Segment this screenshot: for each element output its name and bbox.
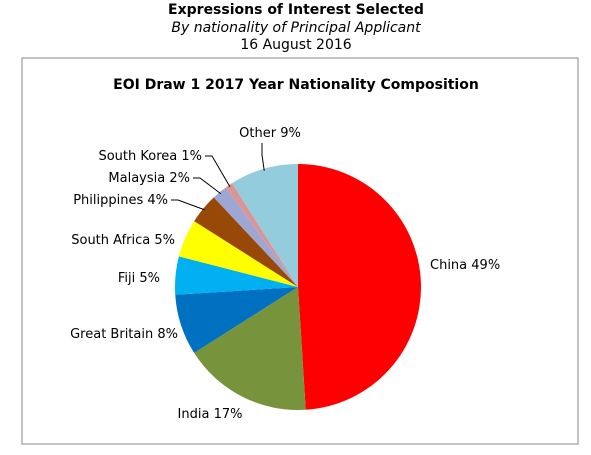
- label-category: Fiji: [118, 271, 135, 286]
- pie-slice: [178, 221, 298, 287]
- pie-slice: [298, 164, 422, 410]
- label-value: 5%: [139, 271, 160, 286]
- chart-title: EOI Draw 1 2017 Year Nationality Composi…: [113, 77, 479, 93]
- pie-slice: [225, 183, 298, 287]
- leader-line: [171, 199, 205, 211]
- pie-slice: [194, 287, 306, 410]
- leader-line: [193, 177, 222, 195]
- pie-slice: [175, 287, 298, 353]
- pie-slice: [194, 197, 298, 287]
- label-value: 9%: [280, 126, 301, 141]
- label-category: Other: [239, 126, 277, 141]
- label-value: 17%: [214, 407, 243, 422]
- page-title: Expressions of Interest Selected: [168, 2, 424, 18]
- data-label: Philippines 4%: [73, 193, 168, 208]
- data-label: Fiji 5%: [118, 271, 160, 286]
- pie-slice: [232, 164, 298, 287]
- page-date: 16 August 2016: [240, 37, 351, 53]
- label-value: 8%: [157, 327, 178, 342]
- label-value: 49%: [471, 258, 500, 273]
- label-category: South Korea: [98, 149, 177, 164]
- data-label: South Korea 1%: [98, 149, 202, 164]
- pie-slice: [175, 256, 298, 295]
- label-value: 5%: [154, 233, 175, 248]
- label-category: Philippines: [73, 193, 143, 208]
- page-subtitle: By nationality of Principal Applicant: [171, 20, 421, 36]
- data-label: Other 9%: [239, 126, 301, 141]
- data-label: Great Britain 8%: [70, 327, 178, 342]
- data-label: India 17%: [178, 407, 243, 422]
- pie-slice: [213, 187, 298, 287]
- label-category: India: [178, 407, 210, 422]
- label-category: Great Britain: [70, 327, 153, 342]
- data-label: China 49%: [430, 258, 500, 273]
- label-category: South Africa: [71, 233, 150, 248]
- label-category: China: [430, 258, 467, 273]
- data-label: South Africa 5%: [71, 233, 175, 248]
- label-value: 1%: [181, 149, 202, 164]
- label-value: 4%: [147, 193, 168, 208]
- label-value: 2%: [169, 171, 190, 186]
- leader-line: [205, 155, 231, 188]
- label-category: Malaysia: [108, 171, 165, 186]
- leader-line: [261, 143, 265, 171]
- data-label: Malaysia 2%: [108, 171, 190, 186]
